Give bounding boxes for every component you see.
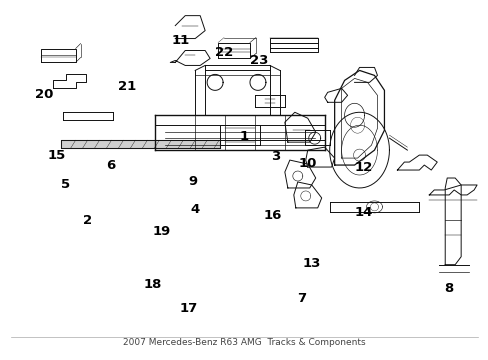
Text: 17: 17 bbox=[179, 302, 197, 315]
Text: 2: 2 bbox=[83, 214, 92, 227]
Text: 12: 12 bbox=[354, 161, 372, 174]
Text: 8: 8 bbox=[444, 282, 453, 295]
Text: 18: 18 bbox=[143, 278, 162, 291]
Text: 4: 4 bbox=[190, 203, 199, 216]
Text: 2007 Mercedes-Benz R63 AMG  Tracks & Components: 2007 Mercedes-Benz R63 AMG Tracks & Comp… bbox=[122, 338, 365, 347]
Text: 16: 16 bbox=[263, 210, 282, 222]
Text: 5: 5 bbox=[61, 178, 70, 191]
Text: 15: 15 bbox=[48, 149, 66, 162]
Text: 23: 23 bbox=[249, 54, 268, 67]
Text: 11: 11 bbox=[171, 34, 189, 48]
Text: 7: 7 bbox=[297, 292, 306, 305]
Text: 21: 21 bbox=[118, 80, 137, 93]
Text: 1: 1 bbox=[240, 130, 248, 144]
Text: 3: 3 bbox=[271, 150, 280, 163]
Text: 6: 6 bbox=[106, 159, 115, 172]
Text: 9: 9 bbox=[188, 175, 198, 188]
Text: 19: 19 bbox=[152, 225, 170, 238]
Text: 13: 13 bbox=[302, 257, 320, 270]
Text: 20: 20 bbox=[35, 88, 53, 101]
Text: 22: 22 bbox=[215, 46, 233, 59]
Text: 14: 14 bbox=[354, 206, 372, 219]
Text: 10: 10 bbox=[298, 157, 316, 170]
